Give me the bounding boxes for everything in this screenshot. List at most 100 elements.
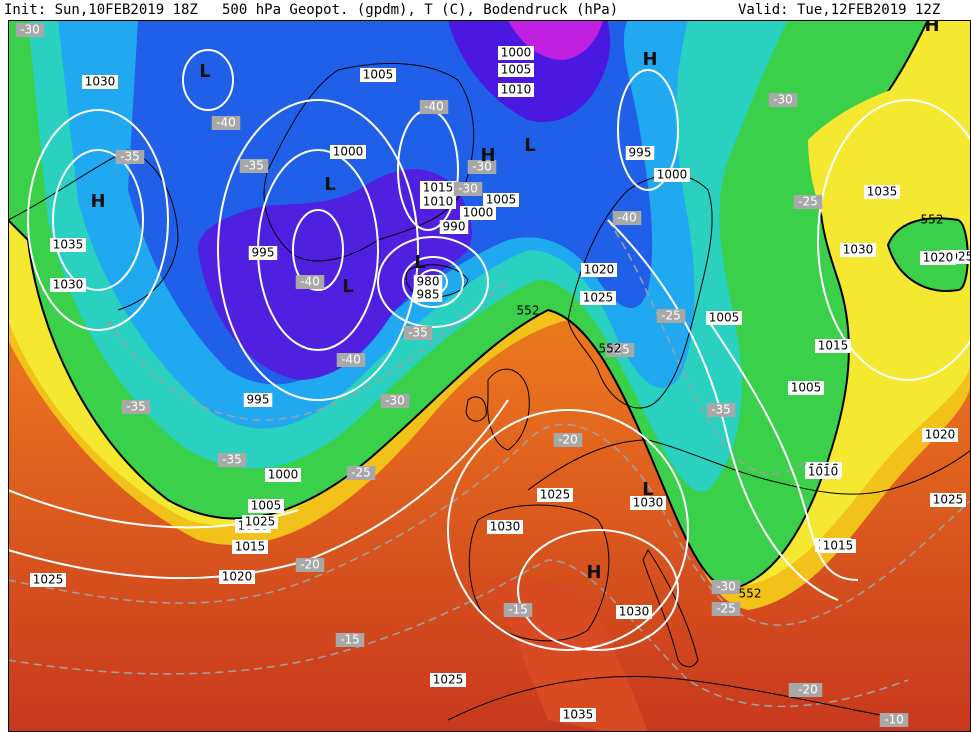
isobar-label-bg bbox=[820, 539, 856, 553]
isobar-label-bg bbox=[805, 465, 841, 479]
isobar-label-text: 1025 bbox=[433, 673, 464, 687]
isobar-label: 1010 bbox=[805, 465, 841, 479]
isobar-label-bg bbox=[930, 493, 966, 507]
isotherm-label: -40 bbox=[295, 275, 325, 289]
isobar-label-bg bbox=[788, 381, 824, 395]
isobar-label-text: 1030 bbox=[53, 278, 84, 292]
isobar-label: 1025 bbox=[537, 488, 573, 502]
isotherm-label: -30 bbox=[15, 23, 45, 37]
isotherm-label: -30 bbox=[768, 93, 798, 107]
isotherm-label-text: -35 bbox=[120, 150, 140, 164]
isobar-label-bg bbox=[922, 428, 958, 442]
isotherm-label: -20 bbox=[793, 683, 823, 697]
isotherm-label: -25 bbox=[711, 602, 741, 616]
isobar-label: 1025 bbox=[242, 515, 278, 529]
isotherm-label-bg bbox=[419, 100, 449, 114]
isobar-label-text: 1030 bbox=[633, 496, 664, 510]
low-pressure-marker: L bbox=[524, 135, 535, 156]
isobar-label-text: 1035 bbox=[867, 185, 898, 199]
isobar-label: 1015 bbox=[232, 540, 268, 554]
isobar-label-bg bbox=[439, 220, 469, 234]
isotherm-label-bg bbox=[295, 275, 325, 289]
isotherm-label-bg bbox=[879, 713, 909, 727]
isobar-label-bg bbox=[625, 146, 655, 160]
isotherm-label-bg bbox=[15, 23, 45, 37]
isobar-label-text: 1005 bbox=[486, 193, 517, 207]
isotherm-label-text: -25 bbox=[351, 466, 371, 480]
isobar-label: 995 bbox=[243, 393, 273, 407]
isobar-label-bg bbox=[483, 193, 519, 207]
weather-map-canvas: 1030 1035 1030 1005 1000 1005 1010 1000 1015 1010… bbox=[8, 20, 971, 732]
isobar-label: 1020 bbox=[922, 428, 958, 442]
isotherm-label-bg bbox=[768, 93, 798, 107]
isotherm-label-text: -25 bbox=[610, 343, 630, 357]
geopotential-label: 552 bbox=[517, 304, 540, 318]
isobar-label-text: 1030 bbox=[490, 520, 521, 534]
isobar-label-bg bbox=[654, 168, 690, 182]
isobar-label: 1005 bbox=[788, 381, 824, 395]
isotherm-label: -15 bbox=[503, 603, 533, 617]
isobar-label: 1010 bbox=[420, 195, 456, 209]
isobar-label-text: 1015 bbox=[818, 339, 849, 353]
isobar-label-bg bbox=[330, 145, 366, 159]
isobar-label: 980 bbox=[413, 275, 443, 289]
isobar-label: 1015 bbox=[815, 339, 851, 353]
isobar-label: 1030 bbox=[840, 243, 876, 257]
isobar-label-text: 1020 bbox=[584, 263, 615, 277]
isobar-label: 985 bbox=[413, 288, 443, 302]
isobar-label: 1000 bbox=[498, 46, 534, 60]
isobar-label: 1030 bbox=[82, 75, 118, 89]
init-time-label: Init: Sun,10FEB2019 18Z bbox=[4, 2, 198, 18]
weather-map: 1030 1035 1030 1005 1000 1005 1010 1000 1015 1010… bbox=[8, 20, 971, 732]
isobar-label: 1025 bbox=[930, 493, 966, 507]
isotherm-label-bg bbox=[121, 400, 151, 414]
isobar-label: 1020 bbox=[219, 570, 255, 584]
isobar-label-text: 1000 bbox=[501, 46, 532, 60]
isobar-label-bg bbox=[460, 206, 496, 220]
isotherm-label: -20 bbox=[553, 433, 583, 447]
isobar-label: 1030 bbox=[630, 496, 666, 510]
isobar-label-text: 995 bbox=[252, 246, 275, 260]
isobar-label-text: 1035 bbox=[53, 238, 84, 252]
low-pressure-marker: L bbox=[642, 479, 653, 500]
valid-time-label: Valid: Tue,12FEB2019 12Z bbox=[738, 2, 941, 18]
isobar-label: 990 bbox=[439, 220, 469, 234]
isobar-label-bg bbox=[498, 63, 534, 77]
temperature-labels: -30 -40 -35 -35 -40 -40 -30 -30 -40 -35 -35 -40 -35 -… bbox=[15, 23, 944, 727]
high-pressure-marker: H bbox=[90, 191, 105, 212]
isobar-label-bg bbox=[360, 68, 396, 82]
isobar-label: 995 bbox=[625, 146, 655, 160]
isobar-label-text: 1010 bbox=[423, 195, 454, 209]
high-pressure-marker: H bbox=[642, 49, 657, 70]
isotherm-label-bg bbox=[346, 466, 376, 480]
isobar-label-bg bbox=[920, 251, 956, 265]
parameter-description: 500 hPa Geopot. (gpdm), T (C), Bodendruc… bbox=[222, 2, 619, 18]
isotherm-label: -35 bbox=[121, 400, 151, 414]
isobar-label-bg bbox=[413, 275, 443, 289]
isotherm-label-bg bbox=[612, 211, 642, 225]
isotherm-label-text: -35 bbox=[126, 400, 146, 414]
isobar-label-text: 995 bbox=[247, 393, 270, 407]
isotherm-label-bg bbox=[605, 343, 635, 357]
isobar-label-text: 1030 bbox=[85, 75, 116, 89]
isotherm-label-text: -20 bbox=[798, 683, 818, 697]
isotherm-label-text: -40 bbox=[216, 116, 236, 130]
isotherm-label: -10 bbox=[879, 713, 909, 727]
geopotential-label: 552 bbox=[921, 213, 944, 227]
isobar-label: 1000 bbox=[330, 145, 366, 159]
isotherm-label-text: -40 bbox=[300, 275, 320, 289]
isobar-label-bg bbox=[580, 291, 616, 305]
isotherm-label: -30 bbox=[711, 580, 741, 594]
isobar-label-bg bbox=[30, 573, 66, 587]
isobar-label-text: 1015 bbox=[823, 539, 854, 553]
isobar-label-text: 1000 bbox=[268, 468, 299, 482]
isobar-label-bg bbox=[840, 243, 876, 257]
isobar-label-text: 1000 bbox=[657, 168, 688, 182]
geopotential-label-text: 552 bbox=[739, 587, 762, 601]
isotherm-label: -30 bbox=[467, 160, 497, 174]
isobar-label: 1030 bbox=[616, 605, 652, 619]
high-pressure-marker: H bbox=[924, 20, 939, 36]
isotherm-label: -35 bbox=[217, 453, 247, 467]
isobar-label: 1005 bbox=[360, 68, 396, 82]
isotherm-label-bg bbox=[711, 602, 741, 616]
